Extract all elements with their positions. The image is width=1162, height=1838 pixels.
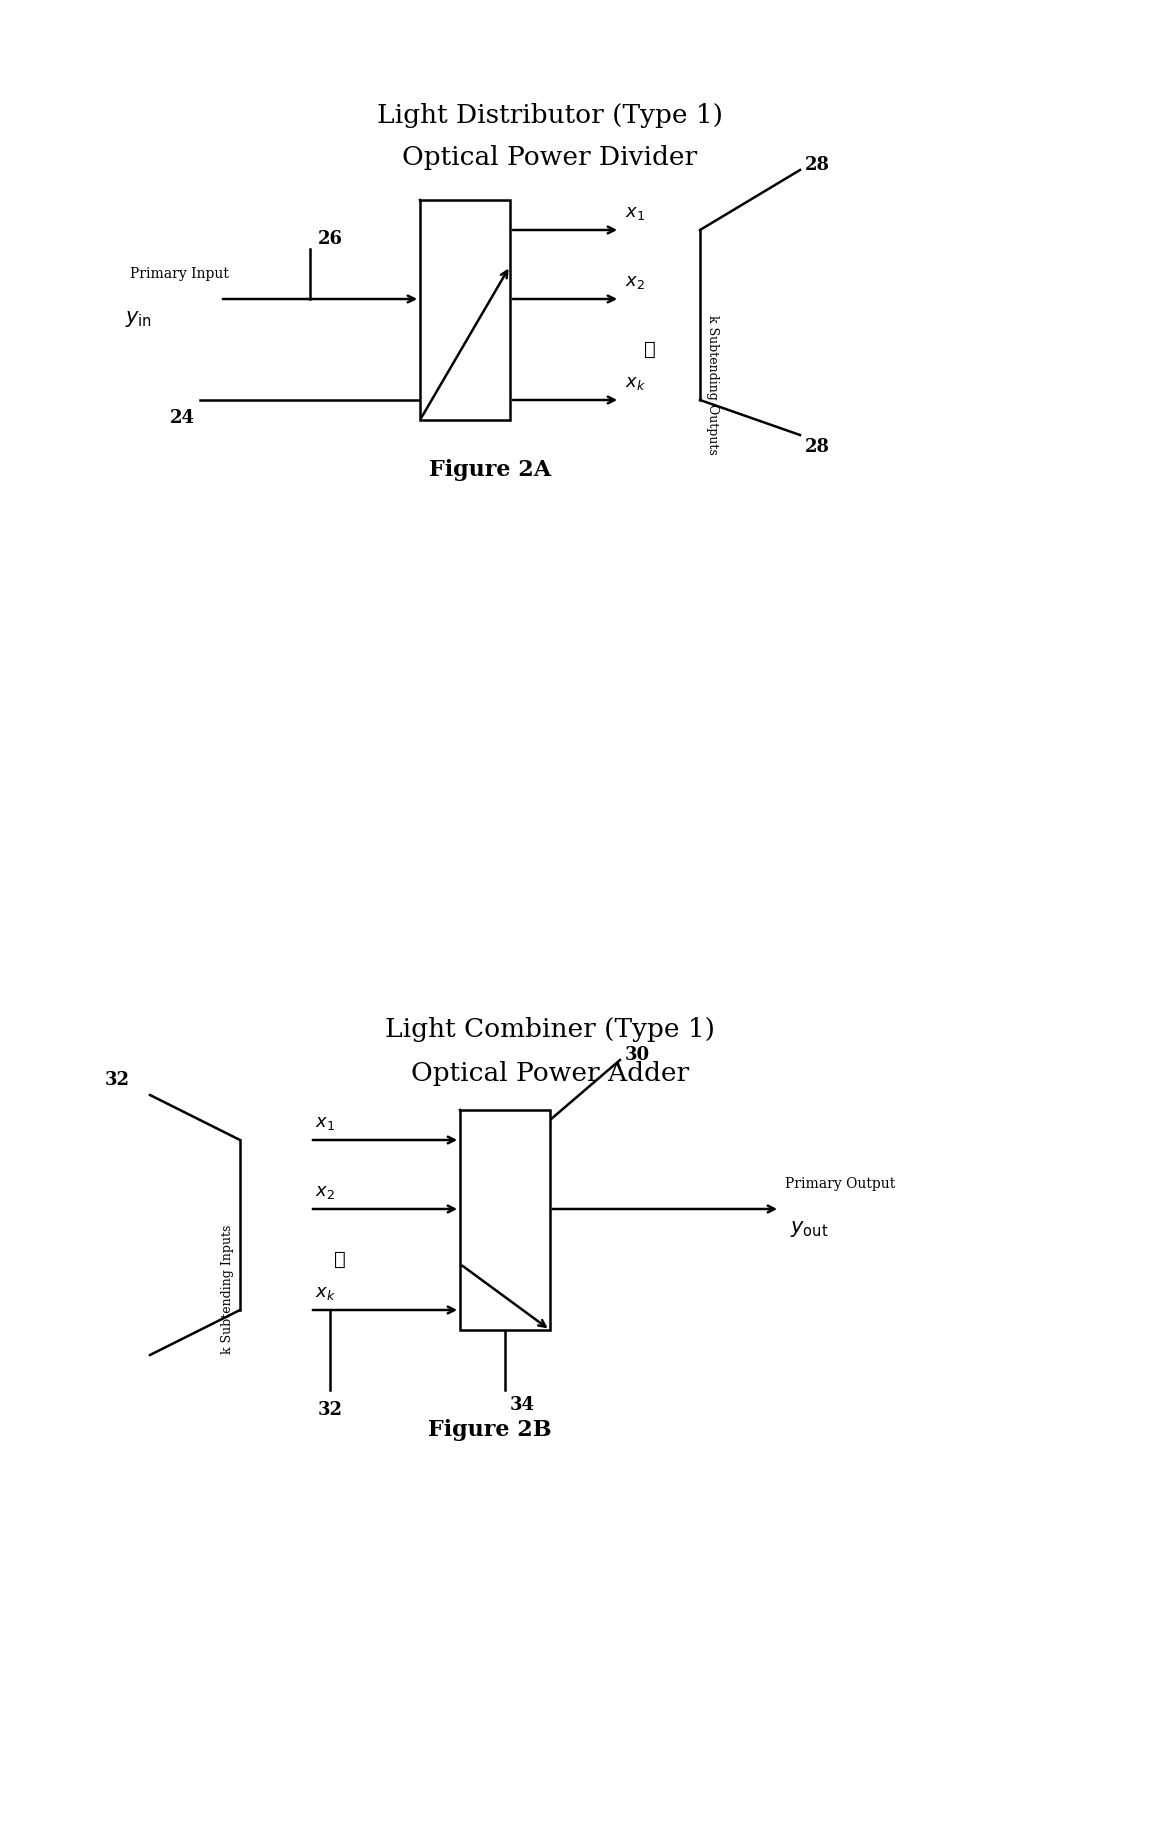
Text: $x_2$: $x_2$ bbox=[625, 274, 645, 290]
Text: ⋮: ⋮ bbox=[335, 1250, 346, 1268]
Text: Primary Input: Primary Input bbox=[130, 267, 229, 281]
Text: ⋮: ⋮ bbox=[644, 340, 655, 358]
Text: $x_1$: $x_1$ bbox=[315, 1114, 335, 1132]
Text: 32: 32 bbox=[105, 1072, 130, 1088]
Text: Optical Power Adder: Optical Power Adder bbox=[411, 1061, 689, 1086]
Text: 30: 30 bbox=[625, 1046, 650, 1064]
Text: 26: 26 bbox=[318, 230, 343, 248]
Text: 28: 28 bbox=[805, 156, 830, 175]
Bar bbox=[419, 200, 510, 421]
Text: 34: 34 bbox=[510, 1397, 535, 1413]
Text: Figure 2A: Figure 2A bbox=[429, 460, 551, 482]
Text: Optical Power Divider: Optical Power Divider bbox=[402, 145, 697, 171]
Text: 24: 24 bbox=[170, 410, 195, 426]
Text: 32: 32 bbox=[317, 1401, 343, 1419]
Text: $y_{\mathrm{out}}$: $y_{\mathrm{out}}$ bbox=[790, 1219, 829, 1239]
Bar bbox=[460, 1110, 550, 1331]
Text: k Subtending Outputs: k Subtending Outputs bbox=[705, 314, 718, 454]
Text: Light Distributor (Type 1): Light Distributor (Type 1) bbox=[376, 103, 723, 127]
Text: k Subtending Inputs: k Subtending Inputs bbox=[222, 1224, 235, 1355]
Text: $x_k$: $x_k$ bbox=[315, 1285, 336, 1301]
Text: Primary Output: Primary Output bbox=[786, 1176, 895, 1191]
Text: Light Combiner (Type 1): Light Combiner (Type 1) bbox=[385, 1018, 715, 1042]
Text: $x_k$: $x_k$ bbox=[625, 373, 646, 391]
Text: $y_{\mathrm{in}}$: $y_{\mathrm{in}}$ bbox=[125, 309, 152, 329]
Text: 28: 28 bbox=[805, 437, 830, 456]
Text: $x_2$: $x_2$ bbox=[315, 1184, 335, 1200]
Text: $x_1$: $x_1$ bbox=[625, 204, 645, 222]
Text: Figure 2B: Figure 2B bbox=[428, 1419, 552, 1441]
